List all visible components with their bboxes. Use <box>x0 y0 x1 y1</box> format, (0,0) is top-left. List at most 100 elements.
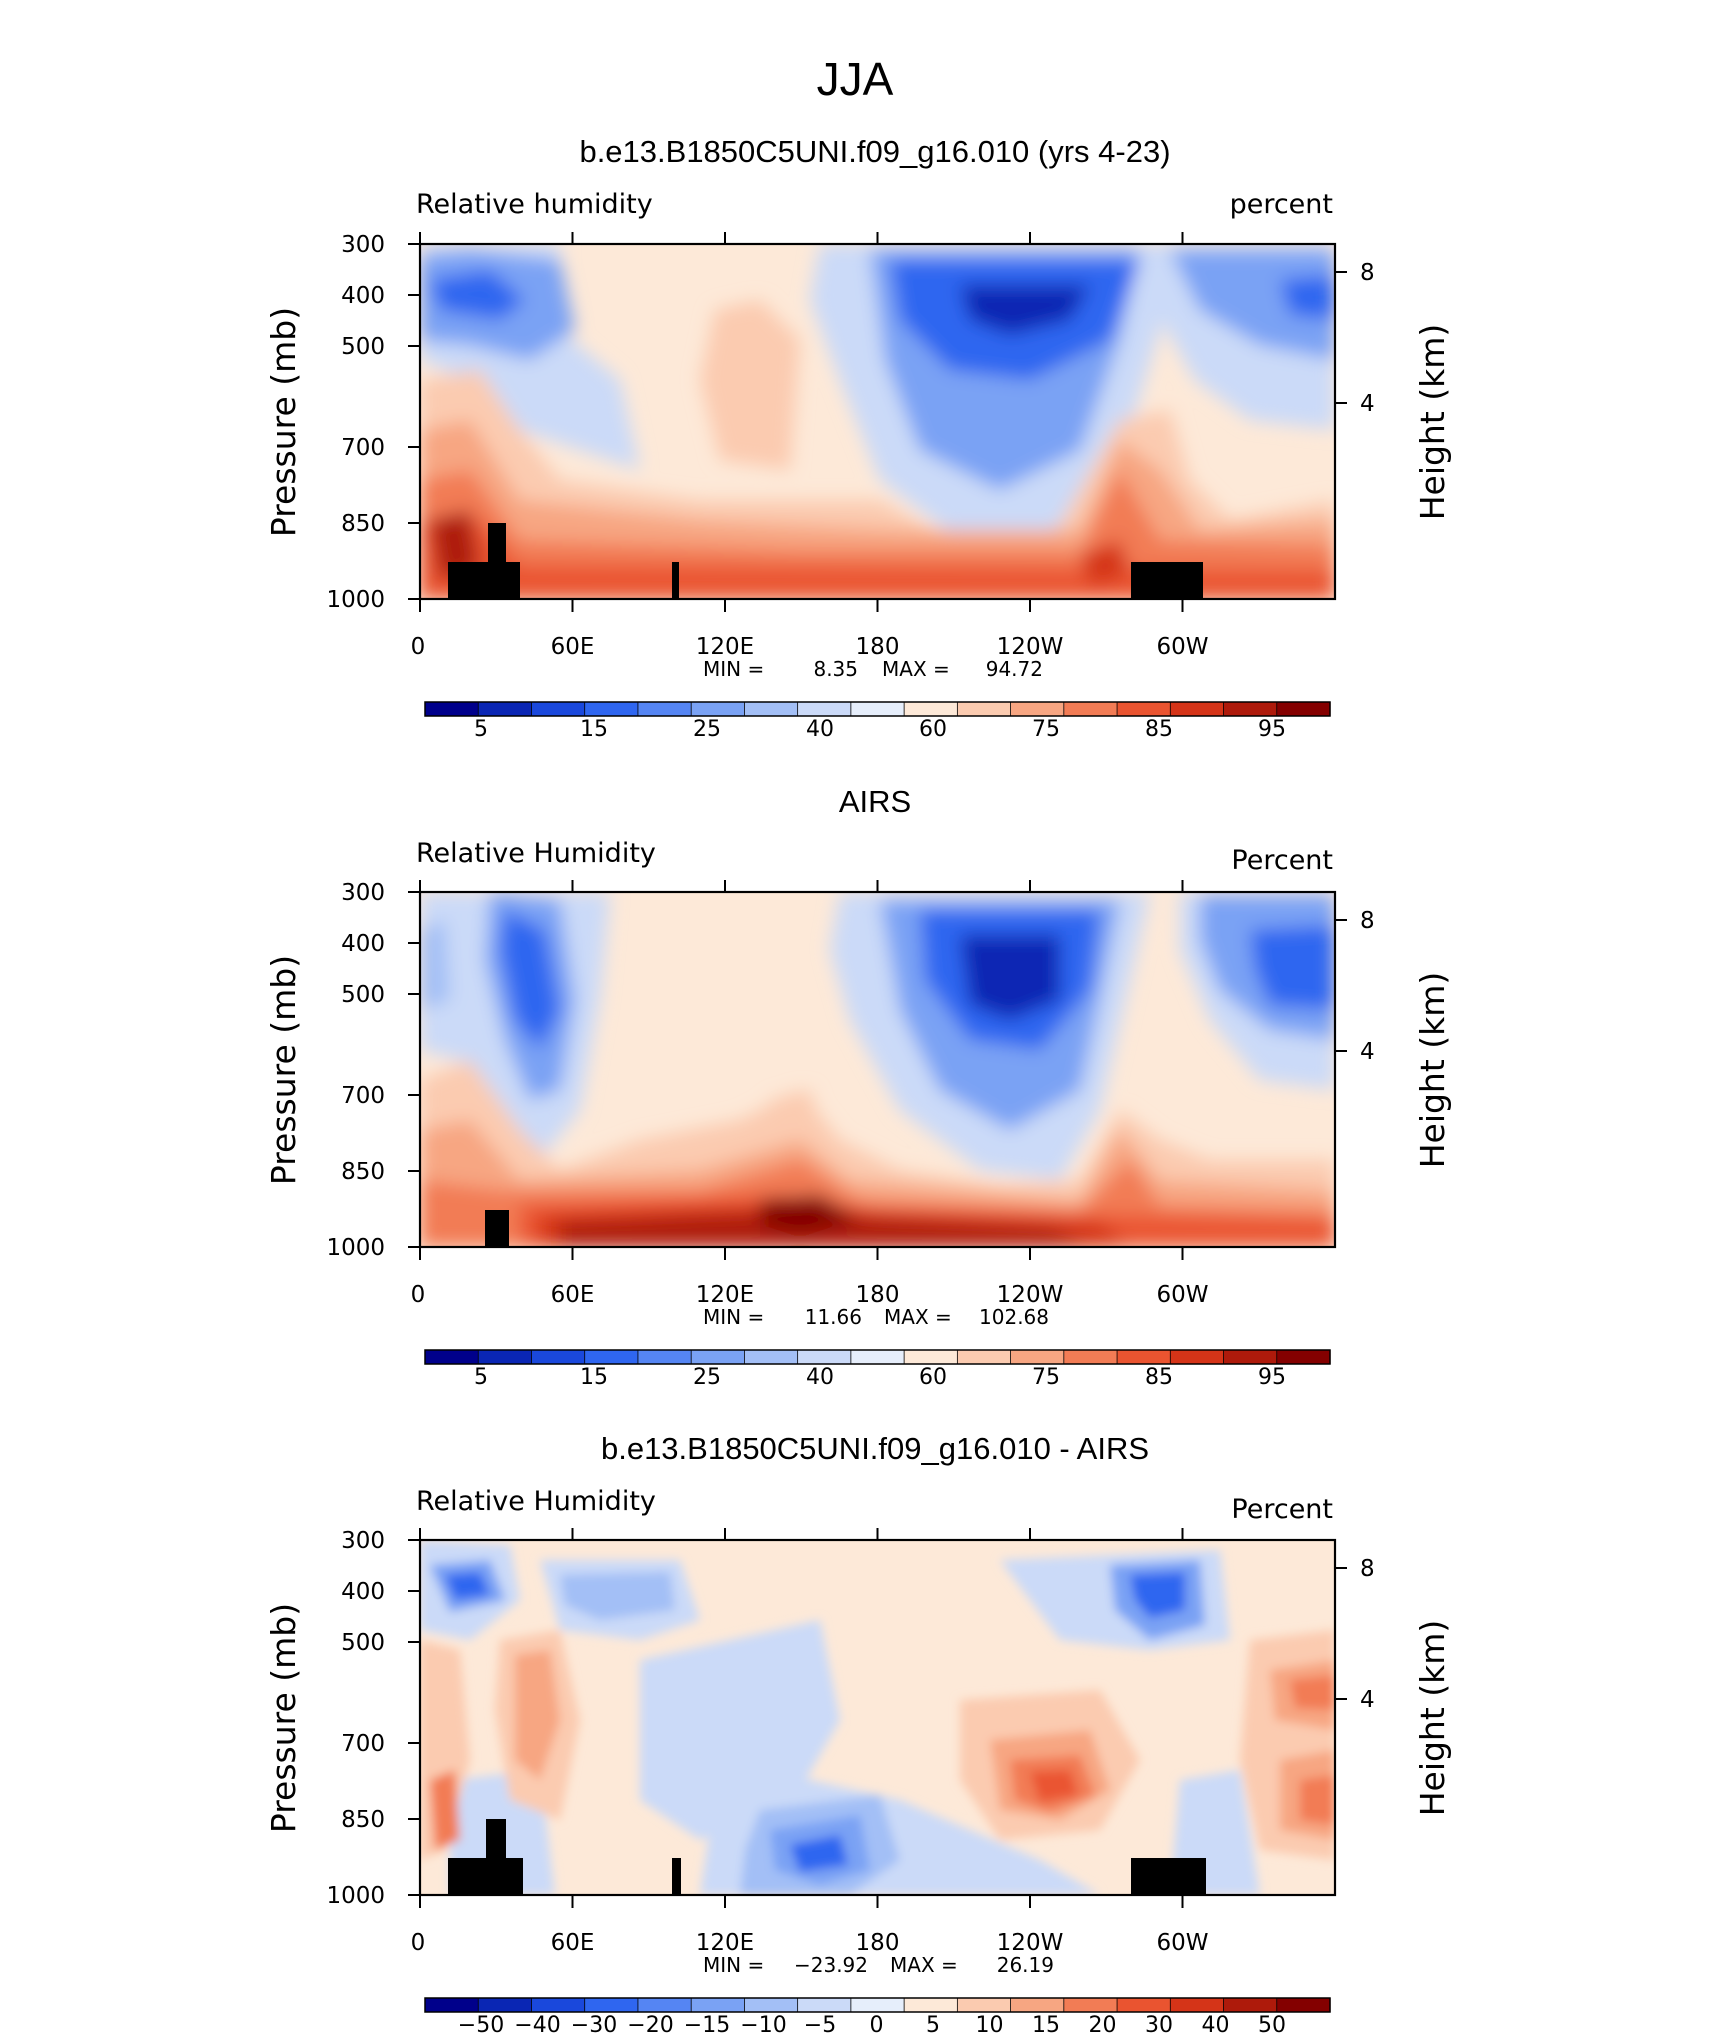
colorbar-label: 10 <box>976 2013 1004 2038</box>
colorbar-label: 20 <box>1089 2013 1117 2038</box>
colorbar-label: 15 <box>1032 2013 1060 2038</box>
colorbar-swatch <box>850 702 905 716</box>
contour-field <box>420 244 1335 599</box>
y-tick-label: 500 <box>341 1630 385 1656</box>
colorbar-swatch <box>797 1998 852 2012</box>
y-tick-label: 1000 <box>326 1883 385 1909</box>
contour-field <box>420 1540 1335 1895</box>
colorbar-label: 5 <box>474 717 488 742</box>
max-value: 94.72 <box>986 657 1043 681</box>
colorbar-swatch <box>797 702 852 716</box>
chart-title: b.e13.B1850C5UNI.f09_g16.010 (yrs 4-23) <box>579 134 1170 169</box>
contour-region <box>1130 1572 1185 1618</box>
colorbar-swatch <box>637 702 692 716</box>
contour-region <box>960 935 1060 1020</box>
y-tick-label: 500 <box>341 982 385 1008</box>
colorbar-label: 25 <box>693 717 721 742</box>
max-label: MAX = <box>884 1305 952 1329</box>
x-tick-label: 60W <box>1156 634 1208 660</box>
contour-region <box>420 920 450 1010</box>
min-label: MIN = <box>703 1305 764 1329</box>
colorbar-label: 5 <box>926 2013 940 2038</box>
stats-text: MIN = −23.92 MAX = 26.19 <box>703 1953 1054 1977</box>
colorbar-swatch <box>1170 1350 1225 1364</box>
colorbar-frame <box>424 1997 1331 2013</box>
min-value: −23.92 <box>794 1953 868 1977</box>
x-tick-label: 60W <box>1156 1282 1208 1308</box>
x-tick-label: 120E <box>696 1282 754 1308</box>
colorbar-swatch <box>1010 702 1065 716</box>
colorbar-swatch <box>744 1350 799 1364</box>
colorbar-swatch <box>478 1350 533 1364</box>
colorbar-label: 15 <box>580 717 608 742</box>
chart-title: AIRS <box>839 784 911 819</box>
colorbar <box>424 1349 1331 1365</box>
y-tick-label: 700 <box>341 435 385 461</box>
right-tick-label: 8 <box>1360 260 1375 286</box>
colorbar-swatch <box>1170 702 1225 716</box>
panel-observed: AIRS Relative Humidity Percent <box>264 784 1452 1390</box>
y-tick-label: 850 <box>341 1807 385 1833</box>
y-tick-label: 1000 <box>326 1235 385 1261</box>
colorbar-swatch <box>1063 1998 1118 2012</box>
contour-region <box>1290 1675 1335 1710</box>
colorbar-labels: −50 −40 −30 −20 −15 −10 −5 0 5 10 15 20 … <box>458 2013 1286 2038</box>
colorbar-swatch <box>1117 702 1171 716</box>
chart-title: b.e13.B1850C5UNI.f09_g16.010 - AIRS <box>601 1431 1149 1466</box>
contour-region <box>560 1212 1090 1247</box>
colorbar-label: 40 <box>806 717 834 742</box>
colorbar-swatch <box>531 1998 586 2012</box>
colorbar-swatch <box>478 1998 533 2012</box>
colorbar-label: −40 <box>514 2013 560 2038</box>
colorbar-label: 50 <box>1258 2013 1286 2038</box>
contour-region <box>445 1572 490 1600</box>
x-tick-label: 180 <box>856 634 900 660</box>
colorbar-label: 15 <box>580 1365 608 1390</box>
colorbar-label: 40 <box>806 1365 834 1390</box>
min-value: 11.66 <box>805 1305 862 1329</box>
right-tick-label: 8 <box>1360 908 1375 934</box>
colorbar-swatch <box>1117 1998 1171 2012</box>
panel-difference: b.e13.B1850C5UNI.f09_g16.010 - AIRS Rela… <box>264 1431 1452 2038</box>
y-axis-right-label: Height (km) <box>1413 324 1452 521</box>
left-label: Relative Humidity <box>416 1486 656 1517</box>
colorbar-label: 85 <box>1145 717 1173 742</box>
colorbar-swatch <box>1063 702 1118 716</box>
colorbar-swatch <box>1010 1350 1065 1364</box>
colorbar-swatch <box>1223 702 1278 716</box>
contour-region <box>500 910 560 1050</box>
colorbar-labels: 5 15 25 40 60 75 85 95 <box>474 1365 1286 1390</box>
colorbar-label: 60 <box>919 1365 947 1390</box>
colorbar-swatch <box>637 1998 692 2012</box>
colorbar-frame <box>424 1349 1331 1365</box>
contour-field <box>420 892 1335 1247</box>
page-title: JJA <box>817 53 894 105</box>
colorbar-swatch <box>1223 1350 1278 1364</box>
max-label: MAX = <box>882 657 950 681</box>
colorbar-label: 0 <box>870 2013 884 2038</box>
colorbar-swatch <box>584 1350 639 1364</box>
right-tick-label: 4 <box>1360 391 1375 417</box>
colorbar-swatch <box>425 1350 479 1364</box>
max-label: MAX = <box>890 1953 958 1977</box>
colorbar-swatch <box>691 1998 746 2012</box>
contour-region <box>1080 540 1130 585</box>
right-tick-label: 8 <box>1360 1556 1375 1582</box>
topography <box>485 1210 509 1247</box>
y-tick-label: 400 <box>341 283 385 309</box>
colorbar-label: 30 <box>1145 2013 1173 2038</box>
colorbar-swatch <box>957 702 1012 716</box>
x-tick-label: 180 <box>856 1930 900 1956</box>
contour-region <box>560 1572 675 1620</box>
contour-region <box>790 1835 848 1872</box>
axes-frame <box>408 232 1347 612</box>
x-tick-label: 120W <box>997 1282 1064 1308</box>
y-tick-label: 700 <box>341 1731 385 1757</box>
colorbar-label: 75 <box>1032 717 1060 742</box>
y-tick-label: 700 <box>341 1083 385 1109</box>
contour-region <box>430 1770 460 1850</box>
colorbar-swatch <box>957 1998 1012 2012</box>
y-tick-label: 300 <box>341 232 385 258</box>
contour-region <box>700 300 800 470</box>
colorbar-swatch <box>691 702 746 716</box>
